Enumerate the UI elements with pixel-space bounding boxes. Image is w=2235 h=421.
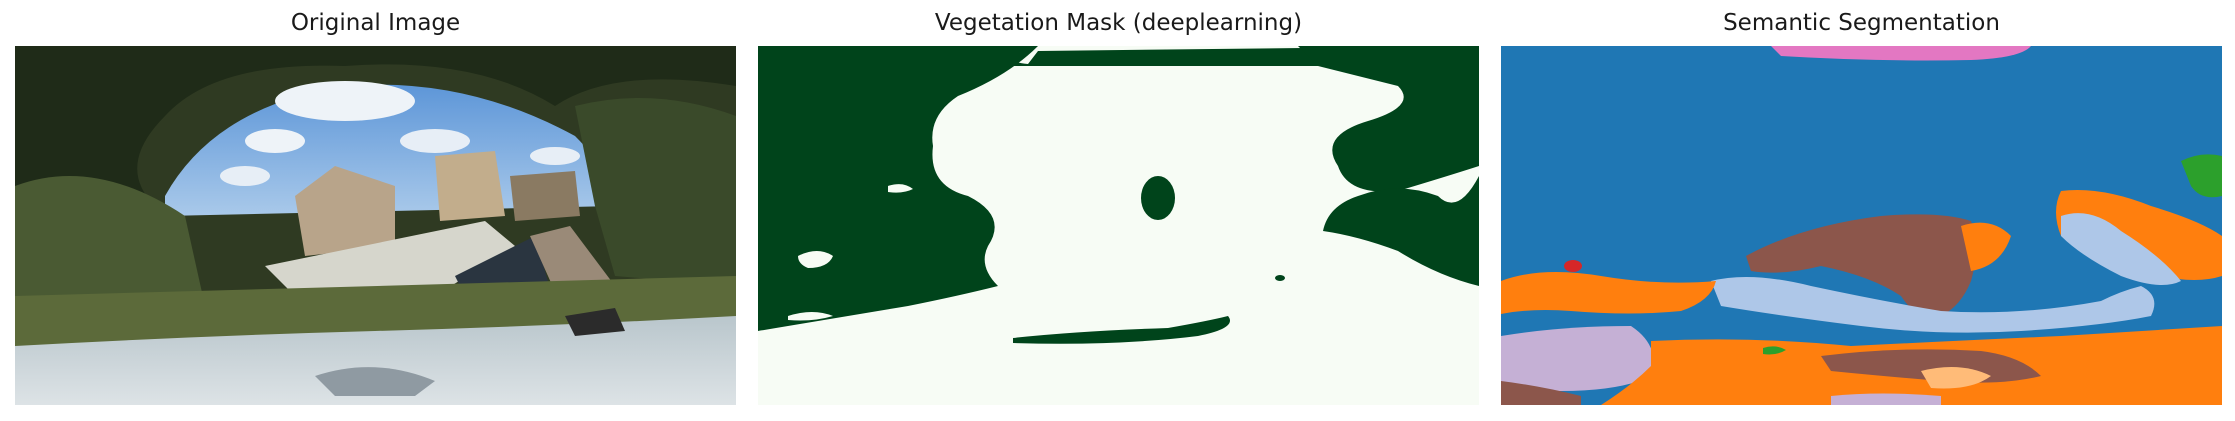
original-image	[15, 46, 736, 405]
semantic-segmentation-image	[1501, 46, 2222, 405]
original-image-title: Original Image	[290, 10, 461, 36]
vegetation-mask-title: Vegetation Mask (deeplearning)	[934, 10, 1303, 36]
vegetation-mask-image	[758, 46, 1479, 405]
semantic-segmentation-title: Semantic Segmentation	[1723, 10, 2000, 36]
